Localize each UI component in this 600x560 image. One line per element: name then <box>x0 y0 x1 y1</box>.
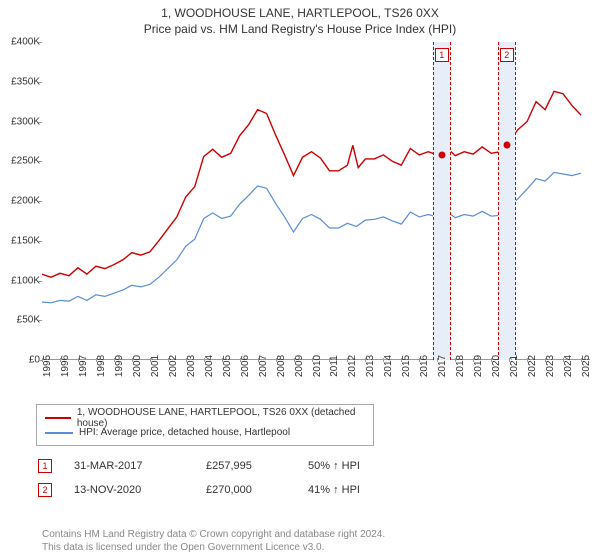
x-tick-label: 2000 <box>132 355 143 377</box>
legend-label: 1, WOODHOUSE LANE, HARTLEPOOL, TS26 0XX … <box>77 407 365 429</box>
transaction-row: 1 31-MAR-2017 £257,995 50% ↑ HPI <box>36 454 592 478</box>
y-tick-label: £350K <box>11 76 40 87</box>
x-tick-label: 2005 <box>222 355 233 377</box>
marker-band <box>433 42 451 360</box>
x-tick-label: 2023 <box>545 355 556 377</box>
marker-badge: 2 <box>500 48 514 62</box>
marker-badge: 1 <box>435 48 449 62</box>
legend-label: HPI: Average price, detached house, Hart… <box>79 427 290 438</box>
x-tick-label: 2012 <box>347 355 358 377</box>
marker-point <box>438 151 445 158</box>
transaction-date: 13-NOV-2020 <box>74 484 184 496</box>
x-tick-label: 2013 <box>365 355 376 377</box>
chart-subtitle: Price paid vs. HM Land Registry's House … <box>0 20 600 40</box>
x-tick-label: 2009 <box>294 355 305 377</box>
x-tick-label: 2022 <box>527 355 538 377</box>
y-tick-label: £100K <box>11 275 40 286</box>
transaction-pct-vs-hpi: 41% ↑ HPI <box>308 484 408 496</box>
marker-point <box>503 142 510 149</box>
x-tick-label: 1997 <box>78 355 89 377</box>
marker-band <box>498 42 516 360</box>
x-tick-label: 2017 <box>437 355 448 377</box>
x-tick-label: 2019 <box>473 355 484 377</box>
x-tick-label: 1996 <box>60 355 71 377</box>
x-tick-label: 2002 <box>168 355 179 377</box>
x-tick-label: 2016 <box>419 355 430 377</box>
transaction-rows: 1 31-MAR-2017 £257,995 50% ↑ HPI 2 13-NOV-202… <box>36 454 592 502</box>
legend-swatch <box>45 417 71 419</box>
legend-box: 1, WOODHOUSE LANE, HARTLEPOOL, TS26 0XX … <box>36 404 374 446</box>
x-tick-label: 2024 <box>563 355 574 377</box>
x-tick-label: 2020 <box>491 355 502 377</box>
x-tick-label: 1999 <box>114 355 125 377</box>
chart-container: 1, WOODHOUSE LANE, HARTLEPOOL, TS26 0XX … <box>0 0 600 560</box>
x-tick-label: 2008 <box>276 355 287 377</box>
legend-swatch <box>45 432 73 434</box>
plot-area: 12 <box>42 42 590 360</box>
transaction-price: £270,000 <box>206 484 286 496</box>
x-tick-label: 1998 <box>96 355 107 377</box>
transaction-number-badge: 1 <box>38 459 52 473</box>
transaction-date: 31-MAR-2017 <box>74 460 184 472</box>
y-tick-label: £150K <box>11 235 40 246</box>
x-tick-label: 2014 <box>383 355 394 377</box>
x-tick-label: 2003 <box>186 355 197 377</box>
y-tick-label: £300K <box>11 116 40 127</box>
x-tick-label: 2018 <box>455 355 466 377</box>
x-tick-label: 2011 <box>329 355 340 377</box>
chart-title: 1, WOODHOUSE LANE, HARTLEPOOL, TS26 0XX <box>0 0 600 20</box>
x-tick-label: 2010 <box>312 355 323 377</box>
transaction-pct-vs-hpi: 50% ↑ HPI <box>308 460 408 472</box>
transaction-number-badge: 2 <box>38 483 52 497</box>
y-tick-label: £50K <box>17 315 40 326</box>
y-tick-label: £200K <box>11 196 40 207</box>
legend-row: 1, WOODHOUSE LANE, HARTLEPOOL, TS26 0XX … <box>45 410 365 425</box>
y-tick-label: £400K <box>11 37 40 48</box>
x-tick-label: 2001 <box>150 355 161 377</box>
x-tick-label: 2015 <box>401 355 412 377</box>
x-tick-label: 2004 <box>204 355 215 377</box>
footer-line-2: This data is licensed under the Open Gov… <box>42 542 385 555</box>
attribution-footer: Contains HM Land Registry data © Crown c… <box>42 529 385 554</box>
x-tick-label: 2007 <box>258 355 269 377</box>
x-tick-label: 2021 <box>509 355 520 377</box>
footer-line-1: Contains HM Land Registry data © Crown c… <box>42 529 385 542</box>
transaction-price: £257,995 <box>206 460 286 472</box>
chart-area: 12 £0£50K£100K£150K£200K£250K£300K£350K£… <box>36 40 596 400</box>
x-tick-label: 2025 <box>581 355 592 377</box>
x-tick-label: 2006 <box>240 355 251 377</box>
y-tick-label: £250K <box>11 156 40 167</box>
legend-and-data: 1, WOODHOUSE LANE, HARTLEPOOL, TS26 0XX … <box>36 404 592 502</box>
transaction-row: 2 13-NOV-2020 £270,000 41% ↑ HPI <box>36 478 592 502</box>
x-tick-label: 1995 <box>42 355 53 377</box>
